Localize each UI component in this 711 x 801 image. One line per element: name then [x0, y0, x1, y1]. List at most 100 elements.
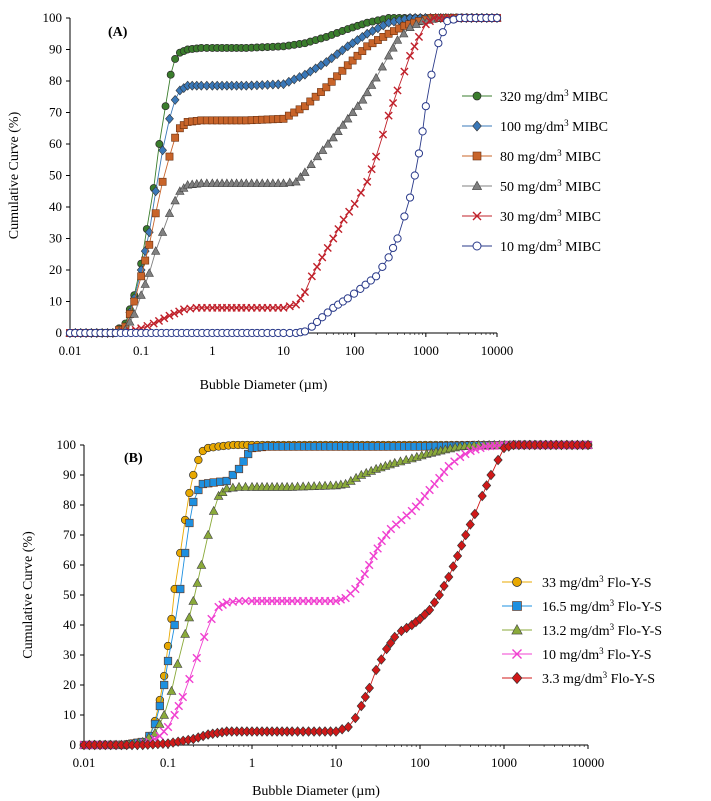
data-point [384, 253, 393, 262]
series-square-2 [66, 14, 501, 337]
x-tick-label: 100 [410, 755, 430, 770]
series-line [70, 17, 497, 334]
data-point [172, 658, 183, 668]
data-point [318, 145, 328, 154]
data-point [170, 94, 180, 105]
data-point [300, 287, 310, 297]
data-point [176, 584, 185, 594]
legend-marker [511, 671, 523, 685]
data-point [363, 177, 372, 186]
data-point [425, 485, 434, 495]
data-point [356, 284, 365, 293]
data-point [366, 276, 375, 285]
legend-marker [472, 91, 482, 101]
data-point [174, 701, 184, 711]
data-point [171, 133, 180, 142]
data-point [450, 457, 459, 466]
data-point [356, 700, 366, 712]
data-point [306, 159, 316, 169]
y-tick-label: 40 [63, 617, 76, 632]
data-point [151, 246, 161, 255]
data-point [424, 604, 435, 616]
data-point [208, 505, 219, 515]
data-point [338, 66, 347, 75]
data-point [291, 300, 301, 309]
data-point [410, 42, 419, 51]
data-point [318, 253, 327, 262]
data-point [434, 589, 444, 601]
data-point [427, 70, 436, 79]
data-point [151, 209, 160, 218]
data-point [300, 327, 310, 336]
data-point [285, 302, 294, 311]
data-point [414, 149, 424, 158]
data-point [349, 289, 359, 298]
y-axis-label: Cumulative Curve (%) [21, 531, 36, 659]
data-point [334, 224, 343, 234]
data-point [170, 309, 179, 318]
data-point [358, 94, 368, 104]
data-point [405, 193, 415, 202]
data-point [323, 139, 333, 148]
x-tick-label: 1000 [413, 343, 439, 358]
data-point [184, 612, 195, 622]
data-point [455, 452, 465, 462]
data-point [163, 641, 173, 651]
series-line [70, 17, 497, 334]
data-point [333, 126, 343, 135]
y-tick-label: 10 [49, 294, 62, 309]
data-point [471, 445, 480, 454]
data-point [400, 67, 409, 76]
legend-marker [472, 120, 482, 132]
legend-entry: 50 mg/dm3 MIBC [500, 178, 601, 195]
series-diamond-4 [79, 439, 593, 751]
data-point [583, 439, 593, 451]
chart-panel-b: 0 10 20 30 40 50 60 70 80 90 100 0.01 0.1 1 10 100 1000 1… [21, 437, 662, 799]
y-tick-label: 30 [49, 231, 62, 246]
data-point [154, 316, 164, 326]
data-point [429, 597, 440, 608]
data-point [180, 628, 191, 638]
data-point [170, 620, 179, 630]
data-point [181, 548, 190, 558]
legend: 33 mg/dm3 Flo-Y-S 16.5 mg/dm3 Flo-Y-S 13.2… [502, 574, 662, 687]
data-point [125, 317, 135, 326]
data-point [418, 127, 427, 136]
x-tick-label: 100 [345, 343, 365, 358]
data-point [317, 88, 325, 96]
data-point [165, 152, 174, 161]
y-tick-label: 70 [63, 527, 76, 542]
y-tick-label: 60 [49, 136, 62, 151]
data-point [439, 580, 449, 592]
data-point [199, 632, 209, 642]
data-point [192, 653, 202, 663]
data-point [333, 72, 341, 81]
data-point [141, 256, 150, 265]
y-tick-label: 80 [49, 73, 62, 88]
series-open-circle-5 [65, 13, 502, 338]
x-tick-label: 10 [277, 343, 290, 358]
data-point [393, 234, 402, 243]
data-point [388, 98, 398, 108]
legend-marker [512, 601, 522, 611]
data-point [350, 199, 359, 208]
data-point [343, 61, 352, 70]
data-point [415, 497, 425, 507]
data-point [323, 308, 332, 317]
data-point [160, 680, 169, 690]
data-point [399, 28, 409, 38]
data-point [329, 234, 338, 243]
data-point [328, 132, 338, 142]
data-point [338, 45, 347, 56]
legend-entry: 10 mg/dm3 Flo-Y-S [542, 646, 652, 663]
data-point [338, 120, 348, 129]
data-point [339, 215, 348, 224]
data-point [194, 485, 203, 495]
data-point [411, 19, 421, 28]
data-point [327, 53, 337, 64]
data-point [130, 297, 139, 306]
data-point [312, 262, 322, 271]
series-diamond-1 [65, 13, 502, 338]
series-line [70, 17, 497, 334]
data-point [164, 208, 175, 217]
